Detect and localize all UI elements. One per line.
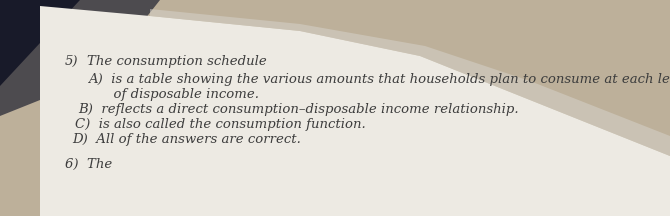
Polygon shape xyxy=(150,9,670,156)
Text: The consumption schedule: The consumption schedule xyxy=(87,55,267,68)
Polygon shape xyxy=(0,0,160,116)
Text: B)  reflects a direct consumption–disposable income relationship.: B) reflects a direct consumption–disposa… xyxy=(78,103,519,116)
Text: 5): 5) xyxy=(65,55,78,68)
Polygon shape xyxy=(0,0,80,86)
Text: A)  is a table showing the various amounts that households plan to consume at ea: A) is a table showing the various amount… xyxy=(88,73,670,86)
Text: C)  is also called the consumption function.: C) is also called the consumption functi… xyxy=(75,118,366,131)
Text: 6)  The: 6) The xyxy=(65,158,113,171)
Polygon shape xyxy=(40,6,670,216)
Text: of disposable income.: of disposable income. xyxy=(88,88,259,101)
Text: D)  All of the answers are correct.: D) All of the answers are correct. xyxy=(72,133,301,146)
